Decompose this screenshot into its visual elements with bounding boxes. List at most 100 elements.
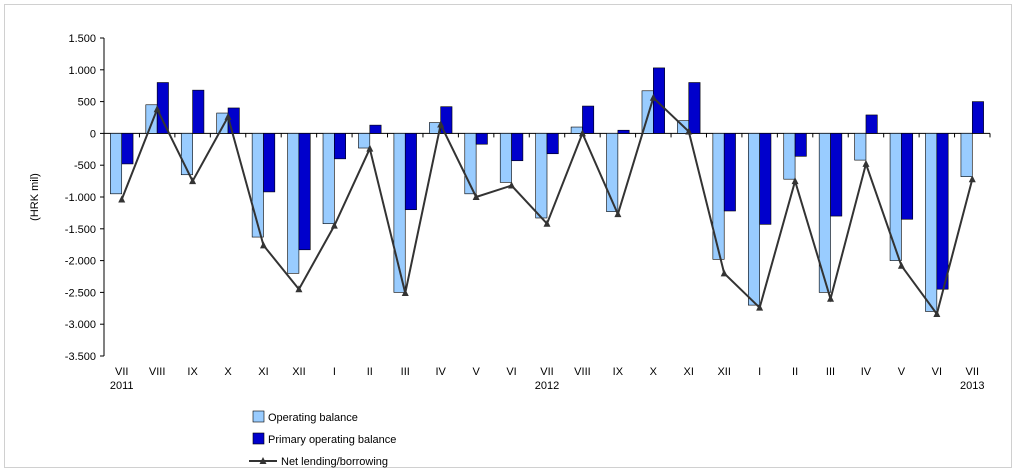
legend-marker: [259, 457, 267, 464]
x-tick-label: II: [367, 366, 373, 378]
bar-operating-balance: [960, 133, 973, 177]
x-tick-label: VIII: [149, 366, 166, 378]
bar-operating-balance: [889, 133, 902, 261]
legend-label: Operating balance: [268, 412, 358, 424]
x-tick-label: I: [333, 366, 336, 378]
y-tick-label: 0: [90, 128, 96, 140]
line-point-marker: [933, 310, 941, 318]
bar-primary-operating-balance: [121, 133, 134, 165]
line-point-marker: [224, 112, 232, 120]
bar-primary-operating-balance: [263, 133, 276, 193]
line-point-marker: [437, 120, 445, 128]
bar-primary-operating-balance: [475, 133, 488, 145]
y-tick-label: -1.000: [65, 192, 96, 204]
legend-label: Net lending/borrowing: [281, 456, 388, 468]
x-tick-label: IV: [435, 366, 446, 378]
bar-operating-balance: [499, 133, 512, 183]
x-tick-label: IX: [613, 366, 624, 378]
x-tick-label: VI: [932, 366, 942, 378]
y-tick-label: -2.500: [65, 287, 96, 299]
bar-operating-balance: [570, 126, 583, 134]
bar-primary-operating-balance: [156, 82, 169, 134]
bar-operating-balance: [854, 133, 867, 161]
y-tick-label: -500: [74, 160, 96, 172]
bar-operating-balance: [925, 133, 938, 312]
line-point-marker: [330, 221, 338, 229]
bar-primary-operating-balance: [865, 114, 878, 134]
x-year-label: 2012: [535, 380, 559, 392]
x-tick-label: IX: [187, 366, 198, 378]
x-tick-label: XII: [292, 366, 305, 378]
y-axis-title: (HRK mil): [29, 173, 41, 221]
y-tick-label: 500: [78, 97, 96, 109]
line-point-marker: [827, 294, 835, 302]
bar-primary-operating-balance: [794, 133, 807, 157]
bar-operating-balance: [712, 133, 725, 260]
x-tick-label: X: [650, 366, 658, 378]
line-point-marker: [968, 175, 976, 183]
bar-primary-operating-balance: [298, 133, 311, 251]
bar-primary-operating-balance: [582, 105, 595, 134]
x-tick-label: III: [826, 366, 835, 378]
y-tick-label: 1.500: [68, 33, 96, 45]
bar-primary-operating-balance: [936, 133, 949, 290]
bar-operating-balance: [180, 133, 193, 176]
bars-group: [110, 67, 984, 312]
x-tick-label: XII: [717, 366, 730, 378]
bar-operating-balance: [287, 133, 300, 274]
y-tick-label: -2.000: [65, 256, 96, 268]
y-tick-label: -1.500: [65, 224, 96, 236]
x-year-label: 2011: [110, 380, 134, 392]
legend: Operating balance Primary operating balan…: [249, 410, 396, 468]
bar-primary-operating-balance: [688, 82, 701, 134]
x-tick-label: VII: [115, 366, 128, 378]
x-tick-labels: VII VIII IX X XI XII I II III IV V VI VII VIII IX X XI XI…: [110, 366, 985, 392]
line-point-marker: [685, 127, 693, 135]
bar-primary-operating-balance: [440, 106, 453, 134]
bar-primary-operating-balance: [617, 129, 630, 134]
bar-operating-balance: [110, 133, 123, 195]
line-point-marker: [649, 93, 657, 101]
line-point-marker: [259, 241, 267, 249]
line-point-marker: [543, 219, 551, 227]
line-point-marker: [153, 105, 161, 113]
bar-primary-operating-balance: [192, 89, 205, 134]
line-point-marker: [295, 285, 303, 293]
y-tick-label: 1.000: [68, 65, 96, 77]
x-tick-label: V: [898, 366, 906, 378]
bar-operating-balance: [216, 112, 229, 134]
line-group: [118, 93, 976, 318]
x-tick-label: V: [472, 366, 480, 378]
bar-primary-operating-balance: [334, 133, 347, 160]
x-tick-label: VII: [966, 366, 979, 378]
line-point-marker: [366, 144, 374, 152]
line-point-marker: [756, 303, 764, 311]
x-tick-label: XI: [684, 366, 694, 378]
bar-primary-operating-balance: [369, 124, 382, 134]
x-tick-label: I: [758, 366, 761, 378]
legend-swatch: [252, 410, 265, 423]
bar-primary-operating-balance: [759, 133, 772, 225]
line-point-marker: [472, 193, 480, 200]
bar-primary-operating-balance: [723, 133, 736, 212]
y-tick-label: -3.000: [65, 319, 96, 331]
x-tick-label: VII: [540, 366, 553, 378]
bar-operating-balance: [358, 133, 371, 149]
line-point-marker: [118, 195, 126, 203]
bar-primary-operating-balance: [971, 101, 984, 134]
line-point-marker: [401, 289, 409, 297]
x-tick-label: X: [224, 366, 232, 378]
x-tick-label: VIII: [574, 366, 591, 378]
bar-primary-operating-balance: [546, 133, 559, 155]
axes-group: 1.500 1.000 500 0 -500 -1.000 -1.500 -2.000 -2.5…: [65, 33, 991, 363]
bar-operating-balance: [535, 133, 548, 219]
legend-label: Primary operating balance: [268, 434, 396, 446]
x-year-label: 2013: [960, 380, 984, 392]
bar-operating-balance: [606, 133, 619, 212]
chart-frame: [4, 4, 1012, 468]
line-point-marker: [614, 210, 622, 218]
x-tick-label: VI: [506, 366, 516, 378]
bar-operating-balance: [747, 133, 760, 306]
line-point-marker: [578, 129, 586, 137]
